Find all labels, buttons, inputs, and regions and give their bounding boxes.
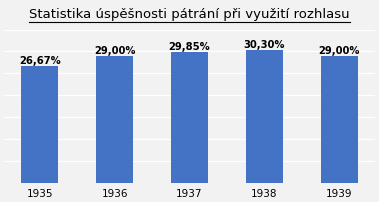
Text: 29,00%: 29,00% xyxy=(318,45,360,55)
Bar xyxy=(321,57,358,183)
Bar xyxy=(21,67,58,183)
Text: 26,67%: 26,67% xyxy=(19,56,61,65)
Text: 29,85%: 29,85% xyxy=(169,42,210,52)
Bar xyxy=(96,57,133,183)
Bar xyxy=(246,51,283,183)
Text: 29,00%: 29,00% xyxy=(94,45,135,55)
Text: 30,30%: 30,30% xyxy=(244,40,285,50)
Text: Statistika úspěšnosti pátrání při využití rozhlasu: Statistika úspěšnosti pátrání při využit… xyxy=(29,8,350,21)
Bar xyxy=(171,53,208,183)
